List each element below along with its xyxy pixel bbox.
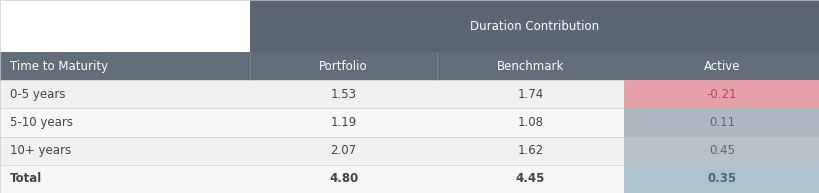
Bar <box>250 52 437 80</box>
Bar <box>437 108 623 137</box>
Text: Benchmark: Benchmark <box>496 60 563 73</box>
Text: -0.21: -0.21 <box>706 88 736 101</box>
Bar <box>0 80 250 108</box>
Text: 0.45: 0.45 <box>708 144 734 157</box>
Bar <box>0 52 250 80</box>
Text: 10+ years: 10+ years <box>10 144 71 157</box>
Text: Portfolio: Portfolio <box>319 60 368 73</box>
Bar <box>623 80 819 108</box>
Bar <box>437 80 623 108</box>
Bar <box>0 137 250 165</box>
Text: 2.07: 2.07 <box>330 144 356 157</box>
Text: Active: Active <box>703 60 740 73</box>
Bar <box>437 52 623 80</box>
Bar <box>250 0 819 52</box>
Text: 1.62: 1.62 <box>517 144 543 157</box>
Text: 0.11: 0.11 <box>708 116 734 129</box>
Text: Duration Contribution: Duration Contribution <box>470 19 599 33</box>
Bar <box>623 165 819 193</box>
Text: Time to Maturity: Time to Maturity <box>10 60 108 73</box>
Bar <box>0 0 250 52</box>
Text: 0-5 years: 0-5 years <box>10 88 66 101</box>
Bar <box>250 108 437 137</box>
Text: 1.74: 1.74 <box>517 88 543 101</box>
Bar <box>437 137 623 165</box>
Text: 1.19: 1.19 <box>330 116 356 129</box>
Bar <box>437 165 623 193</box>
Text: 1.08: 1.08 <box>517 116 543 129</box>
Text: 0.35: 0.35 <box>707 172 735 185</box>
Text: 5-10 years: 5-10 years <box>10 116 73 129</box>
Text: 4.80: 4.80 <box>328 172 358 185</box>
Text: Total: Total <box>10 172 42 185</box>
Bar <box>250 80 437 108</box>
Text: 1.53: 1.53 <box>330 88 356 101</box>
Bar <box>250 165 437 193</box>
Bar <box>0 108 250 137</box>
Bar <box>623 108 819 137</box>
Bar <box>250 137 437 165</box>
Text: 4.45: 4.45 <box>515 172 545 185</box>
Bar <box>623 137 819 165</box>
Bar <box>623 52 819 80</box>
Bar <box>0 165 250 193</box>
